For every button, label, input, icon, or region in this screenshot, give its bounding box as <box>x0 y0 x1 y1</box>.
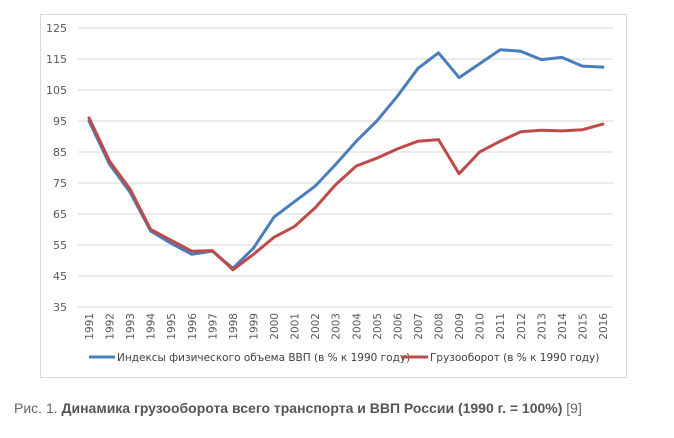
legend-label: Грузооборот (в % к 1990 году) <box>430 352 599 364</box>
x-tick-label: 2009 <box>454 313 466 340</box>
x-tick-label: 2004 <box>351 313 363 340</box>
x-axis-ticks: 1991 1992 1993 1994 1995 1996 1997 1998 1999 2000… <box>84 313 610 340</box>
gridlines <box>78 27 613 308</box>
freight-turnover-line <box>87 116 605 272</box>
x-tick-label: 1993 <box>125 313 137 340</box>
x-tick-label: 1998 <box>228 313 240 340</box>
x-tick-label: 2012 <box>516 313 528 340</box>
caption-prefix: Рис. 1. <box>14 400 62 416</box>
y-axis-ticks: 35 45 55 65 75 85 95 105 115 125 <box>46 22 67 314</box>
y-tick-label: 35 <box>53 301 67 314</box>
x-tick-label: 2007 <box>413 313 425 340</box>
y-tick-label: 115 <box>46 53 67 66</box>
caption-reference: [9] <box>562 400 582 416</box>
x-tick-label: 2013 <box>536 313 548 340</box>
x-tick-label: 1994 <box>146 313 158 340</box>
legend: Индексы физического объема ВВП (в % к 19… <box>89 352 599 364</box>
x-tick-label: 1997 <box>207 313 219 340</box>
x-tick-label: 2011 <box>495 313 507 340</box>
x-tick-label: 2014 <box>557 313 569 340</box>
legend-label: Индексы физического объема ВВП (в % к 19… <box>117 352 410 364</box>
y-tick-label: 95 <box>53 115 67 128</box>
x-tick-label: 2001 <box>290 313 302 340</box>
y-tick-label: 75 <box>53 177 67 190</box>
x-tick-label: 1991 <box>84 313 96 340</box>
y-tick-label: 85 <box>53 146 67 159</box>
caption-title: Динамика грузооборота всего транспорта и… <box>61 400 563 416</box>
line-chart: 35 45 55 65 75 85 95 105 115 125 1991 1992 1993 1994… <box>46 22 613 364</box>
x-tick-label: 1999 <box>248 313 260 340</box>
y-tick-label: 105 <box>46 84 67 97</box>
x-tick-label: 2003 <box>331 313 343 340</box>
chart-frame <box>40 14 627 378</box>
x-tick-label: 2002 <box>310 313 322 340</box>
x-tick-label: 2000 <box>269 313 281 340</box>
x-tick-label: 2005 <box>372 313 384 340</box>
x-tick-label: 1992 <box>105 313 117 340</box>
y-tick-label: 45 <box>53 270 67 283</box>
figure-caption: Рис. 1. Динамика грузооборота всего тран… <box>14 400 582 416</box>
x-tick-label: 2015 <box>577 313 589 340</box>
gdp-index-line <box>87 48 605 270</box>
data-lines <box>87 48 605 272</box>
x-tick-label: 1996 <box>187 313 199 340</box>
y-tick-label: 125 <box>46 22 67 35</box>
x-tick-label: 2006 <box>392 313 404 340</box>
x-tick-label: 1995 <box>166 313 178 340</box>
x-tick-label: 2010 <box>475 313 487 340</box>
y-tick-label: 65 <box>53 208 67 221</box>
x-tick-label: 2016 <box>598 313 610 340</box>
x-tick-label: 2008 <box>434 313 446 340</box>
y-tick-label: 55 <box>53 239 67 252</box>
